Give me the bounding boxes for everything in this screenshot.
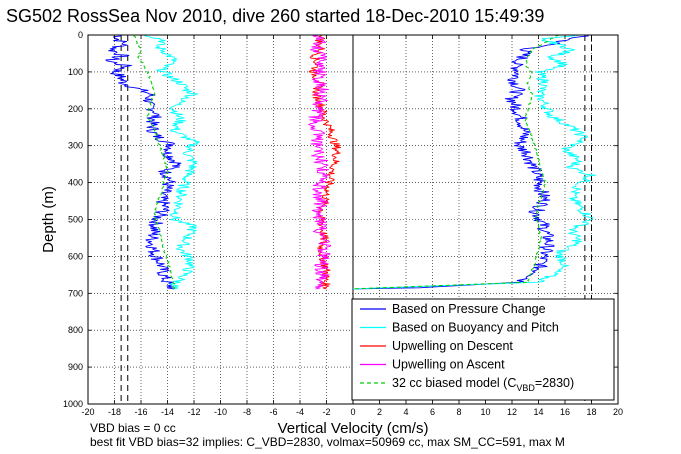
x-tick-label: 20 bbox=[613, 407, 623, 417]
y-tick-label: 600 bbox=[68, 251, 83, 261]
series-line-ascent bbox=[308, 34, 332, 290]
x-tick-label: -12 bbox=[187, 407, 200, 417]
chart-legend: Based on Pressure Change Based on Buoyanc… bbox=[351, 298, 615, 401]
x-tick-label: 18 bbox=[586, 407, 596, 417]
x-tick-label: -10 bbox=[214, 407, 227, 417]
y-tick-label: 200 bbox=[68, 104, 83, 114]
y-tick-label: 1000 bbox=[63, 399, 83, 409]
y-axis-ticks: 0 100 200 300 400 500 600 700 800 900 1000 bbox=[63, 30, 618, 409]
chart-title: SG502 RossSea Nov 2010, dive 260 started… bbox=[6, 6, 544, 26]
vbd-bias-note: VBD bias = 0 cc bbox=[90, 421, 176, 435]
legend-label: Based on Pressure Change bbox=[392, 302, 546, 316]
series-lines bbox=[105, 34, 597, 290]
x-tick-label: -4 bbox=[296, 407, 304, 417]
series-line-buoyancy bbox=[352, 34, 597, 290]
y-axis-label: Depth (m) bbox=[40, 186, 57, 253]
legend-label: 32 cc biased model (CVBD=2830) bbox=[392, 376, 574, 393]
x-tick-label: -18 bbox=[108, 407, 121, 417]
legend-label: Upwelling on Ascent bbox=[392, 358, 505, 372]
x-axis-ticks: -20 -18 -16 -14 -12 -10 -8 -6 -4 -2 0 2 4 6 8 10 12 14 16 1… bbox=[81, 35, 623, 417]
x-tick-label: 14 bbox=[533, 407, 543, 417]
y-tick-label: 700 bbox=[68, 288, 83, 298]
best-fit-note: best fit VBD bias=32 implies: C_VBD=2830… bbox=[90, 435, 565, 449]
series-line-pressure bbox=[105, 35, 182, 290]
x-tick-label: -2 bbox=[322, 407, 330, 417]
x-tick-label: 0 bbox=[350, 407, 355, 417]
y-tick-label: 300 bbox=[68, 141, 83, 151]
y-tick-label: 100 bbox=[68, 67, 83, 77]
y-tick-label: 800 bbox=[68, 325, 83, 335]
x-tick-label: -14 bbox=[161, 407, 174, 417]
x-tick-label: 12 bbox=[507, 407, 517, 417]
series-line-model bbox=[352, 34, 560, 290]
y-tick-label: 0 bbox=[78, 30, 83, 40]
legend-label: Upwelling on Descent bbox=[392, 339, 513, 353]
x-tick-label: -6 bbox=[269, 407, 277, 417]
series-line-buoyancy bbox=[143, 34, 201, 290]
x-tick-label: 8 bbox=[456, 407, 461, 417]
x-tick-label: 10 bbox=[480, 407, 490, 417]
x-axis-label: Vertical Velocity (cm/s) bbox=[278, 420, 429, 437]
y-tick-label: 400 bbox=[68, 178, 83, 188]
series-line-descent bbox=[308, 34, 341, 290]
y-tick-label: 500 bbox=[68, 215, 83, 225]
x-tick-label: 4 bbox=[403, 407, 408, 417]
x-tick-label: -20 bbox=[81, 407, 94, 417]
legend-box bbox=[351, 298, 615, 401]
x-tick-label: 2 bbox=[377, 407, 382, 417]
y-tick-label: 900 bbox=[68, 362, 83, 372]
x-tick-label: 16 bbox=[560, 407, 570, 417]
x-tick-label: -16 bbox=[134, 407, 147, 417]
series-line-model bbox=[133, 34, 176, 290]
legend-label: Based on Buoyancy and Pitch bbox=[392, 321, 559, 335]
x-tick-label: -8 bbox=[243, 407, 251, 417]
x-tick-label: 6 bbox=[430, 407, 435, 417]
